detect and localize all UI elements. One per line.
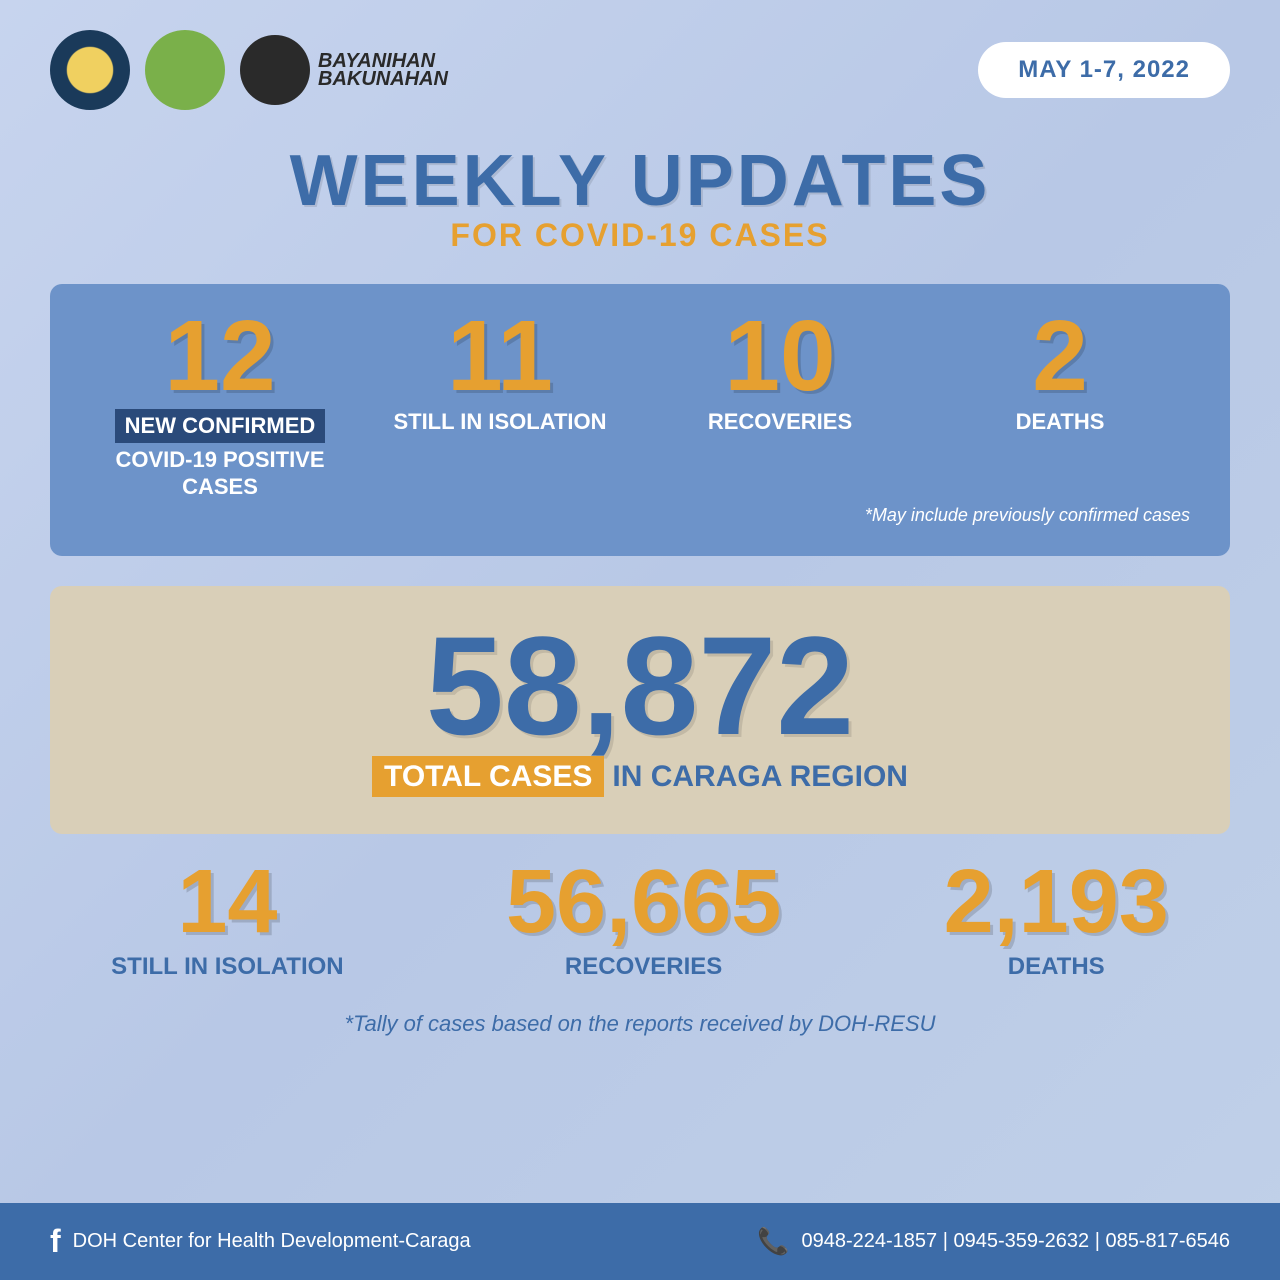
stat-value: 2 (930, 314, 1190, 399)
total-label-highlight: TOTAL CASES (372, 756, 604, 797)
weekly-panel: 12 NEW CONFIRMED COVID-19 POSITIVE CASES… (50, 284, 1230, 556)
weekly-footnote: *May include previously confirmed cases (90, 505, 1190, 526)
page-title: WEEKLY UPDATES FOR COVID-19 CASES (0, 140, 1280, 254)
stat-label-rest: COVID-19 POSITIVE CASES (115, 447, 324, 498)
total-label: TOTAL CASESIN CARAGA REGION (90, 760, 1190, 794)
cstat-label: RECOVERIES (506, 953, 781, 982)
cstat-value: 56,665 (506, 864, 781, 941)
date-badge: MAY 1-7, 2022 (978, 42, 1230, 98)
cstat-isolation: 14 STILL IN ISOLATION (111, 864, 343, 981)
cstat-recoveries: 56,665 RECOVERIES (506, 864, 781, 981)
cstat-value: 2,193 (944, 864, 1169, 941)
stat-recoveries: 10 RECOVERIES (650, 314, 910, 435)
footer-right: 📞 0948-224-1857 | 0945-359-2632 | 085-81… (757, 1226, 1230, 1257)
bayanihan-icon (240, 35, 310, 105)
title-main: WEEKLY UPDATES (0, 140, 1280, 222)
bayanihan-logo: BAYANIHAN BAKUNAHAN (240, 35, 448, 105)
cstat-label: STILL IN ISOLATION (111, 953, 343, 982)
facebook-icon: f (50, 1223, 61, 1260)
tally-note: *Tally of cases based on the reports rec… (50, 1011, 1230, 1037)
footer-phones: 0948-224-1857 | 0945-359-2632 | 085-817-… (801, 1230, 1230, 1253)
cstat-label: DEATHS (944, 953, 1169, 982)
stat-label: DEATHS (930, 409, 1190, 435)
doh-logo (50, 30, 130, 110)
stat-label: NEW CONFIRMED COVID-19 POSITIVE CASES (90, 409, 350, 500)
stat-isolation: 11 STILL IN ISOLATION (370, 314, 630, 435)
bayanihan-line2: BAKUNAHAN (318, 70, 448, 88)
stat-deaths: 2 DEATHS (930, 314, 1190, 435)
footer-org: DOH Center for Health Development-Caraga (73, 1230, 471, 1253)
stat-value: 11 (370, 314, 630, 399)
cumulative-stats-row: 14 STILL IN ISOLATION 56,665 RECOVERIES … (50, 864, 1230, 981)
logo-group: BAYANIHAN BAKUNAHAN (50, 30, 448, 110)
footer-left: f DOH Center for Health Development-Cara… (50, 1223, 471, 1260)
total-panel: 58,872 TOTAL CASESIN CARAGA REGION (50, 586, 1230, 834)
cstat-deaths: 2,193 DEATHS (944, 864, 1169, 981)
stat-value: 12 (90, 314, 350, 399)
title-sub: FOR COVID-19 CASES (0, 217, 1280, 254)
total-label-rest: IN CARAGA REGION (612, 760, 908, 793)
total-value: 58,872 (90, 626, 1190, 745)
bayanihan-text: BAYANIHAN BAKUNAHAN (318, 52, 448, 88)
stat-value: 10 (650, 314, 910, 399)
weekly-stats-row: 12 NEW CONFIRMED COVID-19 POSITIVE CASES… (90, 314, 1190, 500)
stat-label: STILL IN ISOLATION (370, 409, 630, 435)
uhc-logo (145, 30, 225, 110)
header: BAYANIHAN BAKUNAHAN MAY 1-7, 2022 (0, 0, 1280, 130)
cstat-value: 14 (111, 864, 343, 941)
stat-label-highlight: NEW CONFIRMED (115, 409, 326, 443)
phone-icon: 📞 (757, 1226, 789, 1257)
footer: f DOH Center for Health Development-Cara… (0, 1203, 1280, 1280)
stat-new-confirmed: 12 NEW CONFIRMED COVID-19 POSITIVE CASES (90, 314, 350, 500)
stat-label: RECOVERIES (650, 409, 910, 435)
